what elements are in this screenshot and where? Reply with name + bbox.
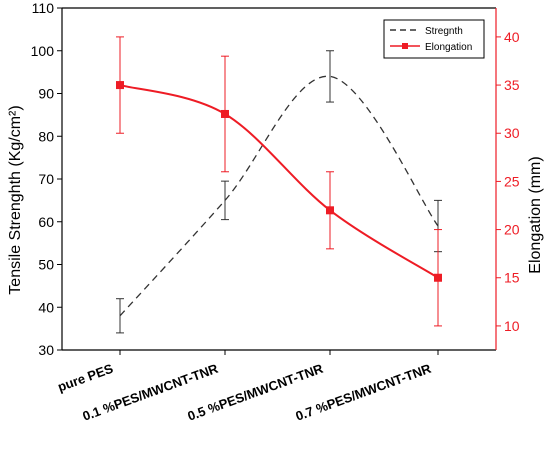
y-axis-title: Tensile Strenghth (Kg/cm²) [7,105,24,294]
y2-tick-label: 10 [504,318,520,334]
y-tick-label: 90 [38,86,54,102]
legend-label-elongation: Elongation [425,42,472,53]
y2-tick-label: 30 [504,125,520,141]
legend-marker-elongation [402,43,408,49]
y2-axis-title: Elongation (mm) [527,156,544,273]
series-line-elongation [119,84,439,279]
y-tick-label: 70 [38,171,54,187]
legend-box [383,19,485,59]
y2-tick-label: 25 [504,173,520,189]
y-tick-label: 50 [38,257,54,273]
y-tick-label: 110 [32,0,55,16]
legend-label-strength: Stregnth [425,26,463,37]
series-line-stregnth [119,75,439,317]
data-point-elongation [434,273,442,282]
y-tick-label: 80 [38,128,54,144]
data-point-elongation [221,109,229,118]
y2-tick-label: 40 [504,29,520,45]
y2-tick-label: 15 [504,270,520,286]
y-tick-label: 100 [31,43,55,59]
y-tick-label: 40 [38,299,54,315]
x-tick-label: pure PES [56,361,116,395]
data-point-elongation [326,206,334,215]
data-point-elongation [116,81,124,90]
y2-tick-label: 20 [504,222,520,238]
y-tick-label: 30 [38,342,54,358]
y2-tick-label: 35 [504,77,520,93]
y-tick-label: 60 [38,214,54,230]
legend: Stregnth Elongation [383,19,485,59]
